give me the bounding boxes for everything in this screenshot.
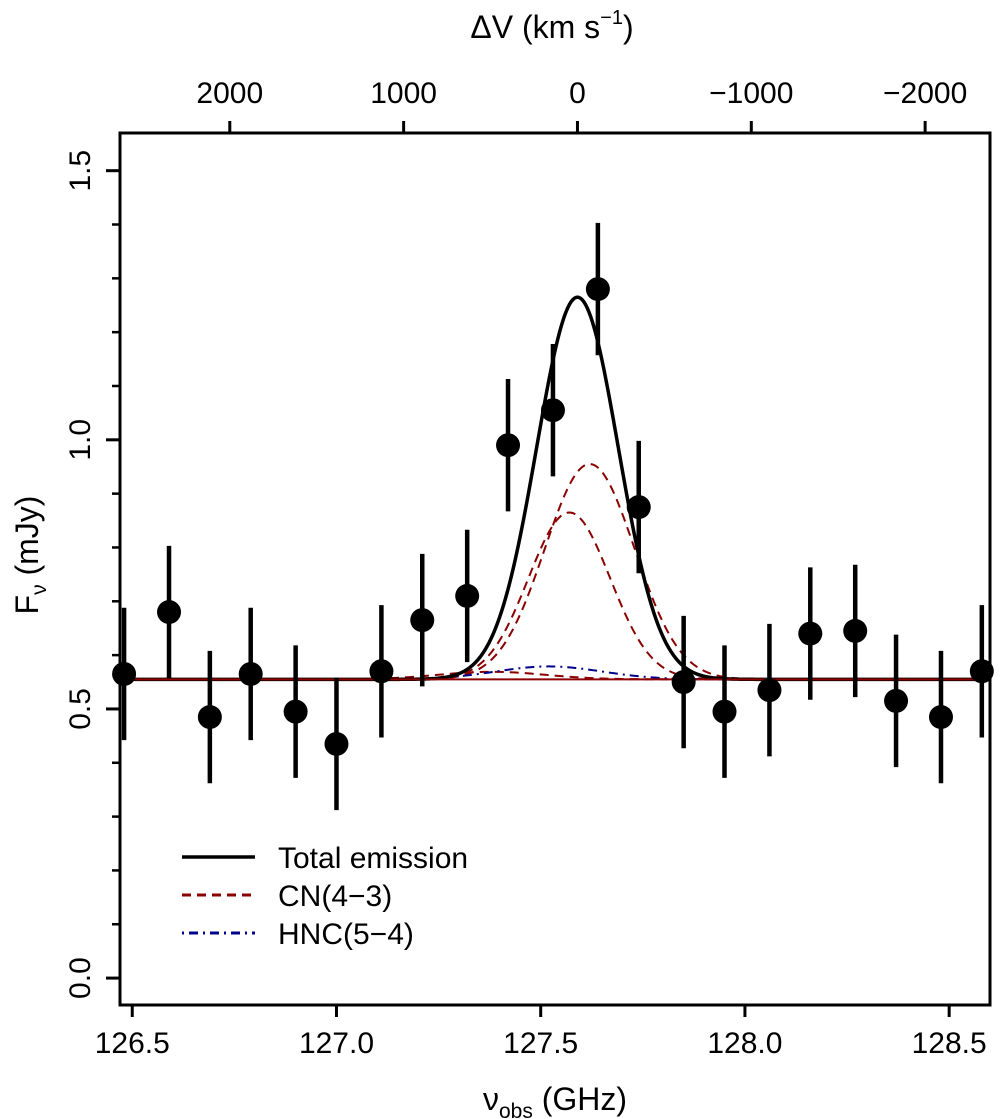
y-tick-label: 0.5 [64, 688, 97, 730]
data-point [283, 699, 308, 724]
data-markers [112, 277, 994, 756]
data-point [798, 621, 823, 646]
data-point [626, 495, 651, 520]
data-point [410, 608, 435, 633]
data-point [969, 659, 994, 684]
data-point [928, 705, 953, 730]
data-point [540, 398, 565, 423]
legend: Total emission CN(4−3) HNC(5−4) [182, 842, 468, 951]
top-tick-label: 1000 [370, 77, 437, 110]
x-axis-title: νobs (GHz) [483, 1081, 627, 1119]
top-axis: 2000 1000 0 −1000 −2000 [196, 77, 967, 133]
data-point [671, 670, 696, 695]
y-tick-label: 0.0 [64, 957, 97, 999]
error-bars [121, 222, 985, 811]
legend-label: Total emission [278, 842, 468, 875]
y-tick-label: 1.0 [64, 419, 97, 461]
x-tick-label: 128.5 [912, 1027, 987, 1060]
data-point [455, 583, 480, 608]
y-axis-title: Fν (mJy) [9, 496, 51, 615]
x-tick-label: 127.0 [299, 1027, 374, 1060]
data-point [585, 277, 610, 302]
legend-label: HNC(5−4) [278, 918, 414, 951]
top-tick-label: −2000 [883, 77, 967, 110]
data-point [238, 661, 263, 686]
data-point [369, 659, 394, 684]
x-tick-label: 127.5 [503, 1027, 578, 1060]
data-point [843, 618, 868, 643]
data-point [197, 705, 222, 730]
top-tick-label: 0 [569, 77, 586, 110]
data-point [112, 661, 137, 686]
plot-area [112, 222, 994, 811]
data-point [757, 678, 782, 703]
y-tick-label: 1.5 [64, 150, 97, 192]
x-tick-label: 128.0 [707, 1027, 782, 1060]
left-axis: 0.0 0.5 1.0 1.5 [64, 150, 120, 999]
top-tick-label: −1000 [709, 77, 793, 110]
plot-frame [118, 131, 992, 1007]
data-point [496, 433, 521, 458]
top-axis-title: ΔV (km s−1) [470, 7, 633, 45]
data-point [157, 600, 182, 625]
legend-label: CN(4−3) [278, 880, 392, 913]
data-point [884, 688, 909, 713]
x-tick-label: 126.5 [95, 1027, 170, 1060]
bottom-axis: 126.5 127.0 127.5 128.0 128.5 [95, 1005, 987, 1060]
top-tick-label: 2000 [196, 77, 263, 110]
data-point [324, 731, 349, 756]
data-point [712, 699, 737, 724]
